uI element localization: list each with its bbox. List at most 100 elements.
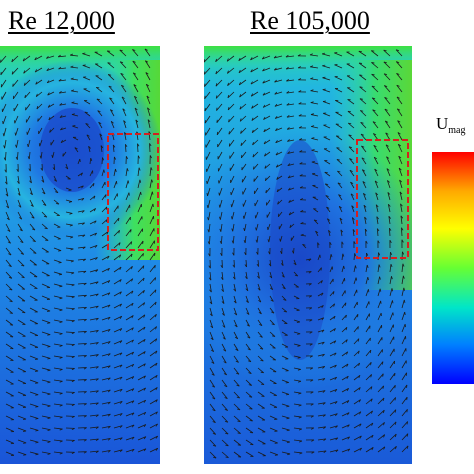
velocity-arrow xyxy=(245,295,249,303)
velocity-arrow xyxy=(233,331,239,339)
velocity-arrow-head xyxy=(131,424,135,428)
velocity-arrow xyxy=(374,180,379,189)
velocity-arrow xyxy=(245,343,251,351)
velocity-arrow xyxy=(28,151,31,160)
velocity-arrow xyxy=(149,264,156,273)
velocity-arrow xyxy=(353,265,356,273)
velocity-arrow xyxy=(351,217,355,225)
velocity-arrow xyxy=(113,181,117,189)
velocity-arrow xyxy=(350,181,355,189)
velocity-arrow xyxy=(137,216,143,225)
velocity-arrow-head xyxy=(374,180,378,184)
velocity-arrow xyxy=(101,181,106,189)
velocity-arrow xyxy=(287,175,295,179)
velocity-arrow xyxy=(221,319,226,328)
velocity-arrow-head xyxy=(302,243,306,246)
velocity-arrow xyxy=(233,403,241,411)
velocity-arrow-head xyxy=(398,167,402,171)
velocity-arrow-head xyxy=(83,355,87,358)
velocity-arrow-head xyxy=(95,317,99,321)
velocity-arrow-head xyxy=(370,362,372,366)
velocity-arrow-head xyxy=(251,117,254,121)
velocity-arrow-head xyxy=(336,159,340,161)
velocity-arrow-head xyxy=(350,193,354,196)
velocity-arrow xyxy=(311,161,319,165)
velocity-arrow xyxy=(329,254,332,261)
velocity-arrow-head xyxy=(131,315,134,319)
velocity-arrow xyxy=(311,149,319,153)
velocity-arrow xyxy=(5,343,14,350)
velocity-arrow-head xyxy=(346,351,349,355)
velocity-arrow-head xyxy=(47,405,51,408)
velocity-arrow xyxy=(113,266,122,273)
velocity-arrow-head xyxy=(8,276,12,279)
velocity-arrow xyxy=(329,340,337,345)
velocity-arrow-head xyxy=(83,379,87,382)
velocity-arrow-head xyxy=(345,314,347,319)
velocity-arrow-head xyxy=(59,392,63,395)
velocity-arrow xyxy=(269,331,276,337)
velocity-arrow xyxy=(233,427,241,434)
velocity-arrow-head xyxy=(59,368,63,371)
velocity-arrow-head xyxy=(40,167,43,171)
velocity-arrow-head xyxy=(71,284,75,287)
velocity-arrow xyxy=(317,366,325,369)
velocity-arrow-head xyxy=(107,341,111,344)
velocity-arrow-head xyxy=(274,103,278,107)
velocity-arrow xyxy=(389,360,395,369)
velocity-arrow-head xyxy=(35,429,39,432)
velocity-arrow-head xyxy=(107,316,111,320)
velocity-arrow xyxy=(219,211,223,220)
velocity-arrow xyxy=(41,319,51,324)
velocity-arrow-head xyxy=(143,363,146,367)
velocity-arrow-head xyxy=(11,71,14,75)
velocity-arrow-head xyxy=(3,157,6,161)
velocity-arrow xyxy=(389,421,397,429)
velocity-arrow xyxy=(17,391,27,396)
velocity-arrow xyxy=(257,295,262,303)
velocity-arrow-head xyxy=(299,186,303,189)
velocity-arrow xyxy=(106,50,115,57)
velocity-arrow-head xyxy=(119,316,123,319)
velocity-arrow-head xyxy=(30,204,34,207)
velocity-arrow-head xyxy=(125,156,129,160)
velocity-arrow xyxy=(281,271,285,278)
velocity-arrow-head xyxy=(335,425,338,429)
velocity-arrow-head xyxy=(220,277,224,280)
velocity-arrow-head xyxy=(126,168,129,172)
velocity-arrow-head xyxy=(95,366,99,369)
velocity-arrow xyxy=(365,434,374,441)
velocity-arrow xyxy=(53,403,63,406)
velocity-arrow-head xyxy=(95,330,99,333)
velocity-arrow xyxy=(218,187,223,196)
velocity-arrow xyxy=(137,448,147,453)
velocity-arrow xyxy=(322,77,331,81)
velocity-arrow-head xyxy=(310,379,314,382)
velocity-arrow xyxy=(41,223,48,230)
velocity-arrow-head xyxy=(5,193,9,197)
velocity-arrow xyxy=(274,103,283,107)
velocity-arrow xyxy=(329,266,333,273)
velocity-arrow-head xyxy=(383,446,386,450)
velocity-arrow xyxy=(269,295,274,302)
velocity-arrow-head xyxy=(244,264,247,268)
velocity-arrow-head xyxy=(321,305,324,309)
velocity-arrow xyxy=(89,378,99,381)
velocity-arrow xyxy=(137,411,146,417)
velocity-arrow-head xyxy=(360,121,364,124)
velocity-arrow xyxy=(149,191,153,201)
velocity-arrow-head xyxy=(350,181,354,184)
velocity-arrow-head xyxy=(382,410,385,414)
velocity-arrow xyxy=(385,132,391,141)
velocity-arrow xyxy=(240,127,247,134)
velocity-arrow xyxy=(329,401,338,405)
velocity-arrow-head xyxy=(83,439,87,442)
velocity-arrow xyxy=(17,451,27,456)
velocity-arrow-head xyxy=(384,96,388,99)
velocity-arrow xyxy=(29,283,38,289)
velocity-arrow-head xyxy=(402,263,405,267)
velocity-arrow-head xyxy=(353,241,356,245)
velocity-arrow xyxy=(276,163,283,168)
velocity-arrow xyxy=(365,398,373,405)
velocity-arrow xyxy=(15,127,19,136)
